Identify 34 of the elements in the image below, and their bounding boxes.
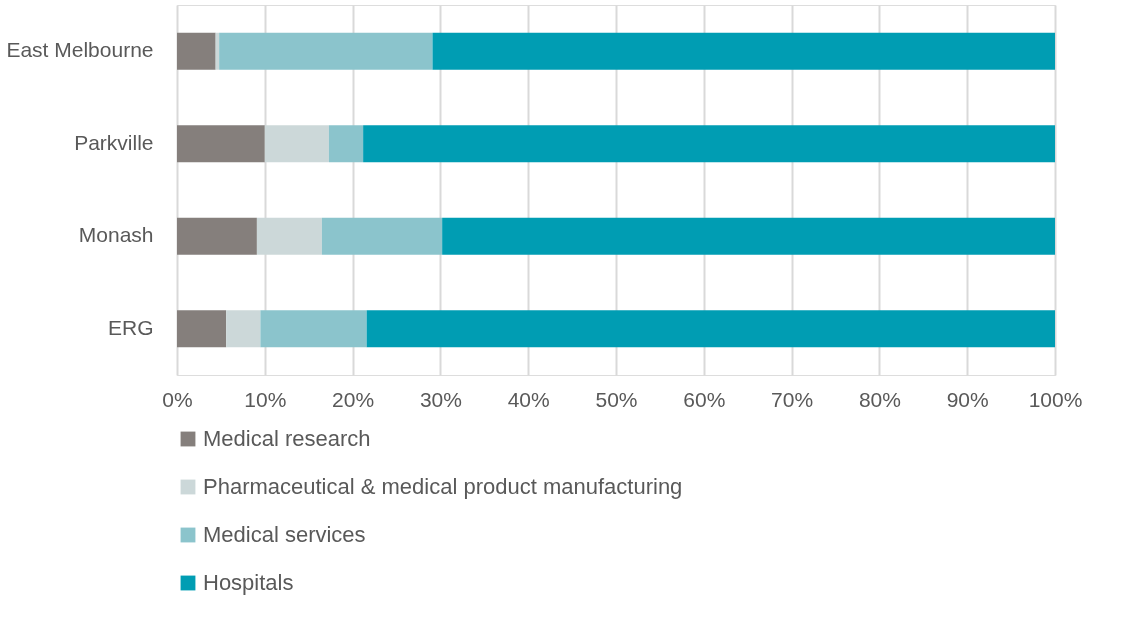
x-tick-label: 10%	[244, 387, 287, 411]
bar	[177, 32, 216, 70]
bar	[321, 217, 443, 255]
x-tick-label: 70%	[771, 387, 814, 411]
y-tick-label: East Melbourne	[6, 38, 154, 62]
bar	[256, 217, 322, 255]
x-tick-label: 40%	[507, 387, 550, 411]
bar	[442, 217, 1055, 255]
x-tick-label: 0%	[162, 387, 193, 411]
x-tick-label: 90%	[946, 387, 989, 411]
bar	[264, 125, 329, 163]
x-tick-label: 100%	[1028, 387, 1083, 411]
bar	[363, 125, 1055, 163]
legend-label: Medical services	[203, 522, 366, 547]
x-tick-label: 80%	[858, 387, 901, 411]
bar	[226, 310, 261, 348]
y-tick-label: Parkville	[74, 130, 154, 154]
bar	[366, 310, 1055, 348]
legend-label: Medical research	[203, 426, 371, 451]
legend-label: Pharmaceutical & medical product manufacturing	[203, 474, 683, 499]
x-tick-label: 50%	[595, 387, 638, 411]
x-tick-label: 30%	[419, 387, 462, 411]
x-tick-label: 20%	[332, 387, 375, 411]
bar	[177, 217, 257, 255]
bar	[260, 310, 367, 348]
y-tick-label: ERG	[107, 315, 154, 339]
bar	[177, 125, 265, 163]
x-tick-label: 60%	[683, 387, 726, 411]
y-tick-label: Monash	[78, 223, 154, 247]
bar	[219, 32, 433, 70]
bar	[177, 310, 227, 348]
bar	[328, 125, 364, 163]
bar	[432, 32, 1055, 70]
legend-label: Hospitals	[203, 570, 294, 595]
